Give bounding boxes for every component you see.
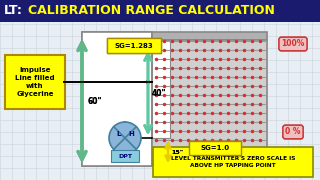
Bar [152, 32, 267, 40]
Text: L: L [117, 131, 121, 137]
Text: 15": 15" [171, 150, 183, 154]
Bar [82, 32, 152, 166]
Text: 15": 15" [171, 150, 183, 154]
Text: SG=1.0: SG=1.0 [200, 145, 229, 151]
Text: 100%: 100% [281, 39, 305, 48]
Bar [152, 40, 170, 138]
Bar [82, 32, 152, 166]
Text: 60": 60" [87, 96, 101, 105]
FancyBboxPatch shape [5, 55, 65, 109]
Text: SG=1.283: SG=1.283 [115, 42, 153, 48]
Text: Impulse
Line filled
with
Glycerine: Impulse Line filled with Glycerine [15, 67, 55, 97]
FancyBboxPatch shape [153, 147, 313, 177]
Text: 60": 60" [87, 96, 101, 105]
Text: LT:: LT: [4, 4, 23, 17]
FancyBboxPatch shape [107, 38, 161, 53]
Text: LEVEL TRANSMITTER'S ZERO SCALE IS
ABOVE HP TAPPING POINT: LEVEL TRANSMITTER'S ZERO SCALE IS ABOVE … [171, 156, 295, 168]
Text: SG=1.0: SG=1.0 [200, 145, 229, 151]
Text: CALIBRATION RANGE CALCULATION: CALIBRATION RANGE CALCULATION [28, 4, 275, 17]
Text: 40": 40" [152, 89, 166, 98]
Text: 0 %: 0 % [285, 127, 301, 136]
FancyBboxPatch shape [107, 38, 161, 53]
Bar [152, 40, 267, 166]
Text: H: H [128, 131, 134, 137]
Circle shape [109, 122, 141, 154]
Text: 100%: 100% [281, 39, 305, 48]
Text: SG=1.283: SG=1.283 [115, 42, 153, 48]
Text: 40": 40" [152, 89, 166, 98]
FancyBboxPatch shape [111, 150, 139, 162]
Text: DPT: DPT [118, 154, 132, 159]
FancyBboxPatch shape [189, 141, 241, 155]
Bar [0, 0, 320, 22]
Text: 0 %: 0 % [285, 127, 301, 136]
FancyBboxPatch shape [189, 141, 241, 155]
